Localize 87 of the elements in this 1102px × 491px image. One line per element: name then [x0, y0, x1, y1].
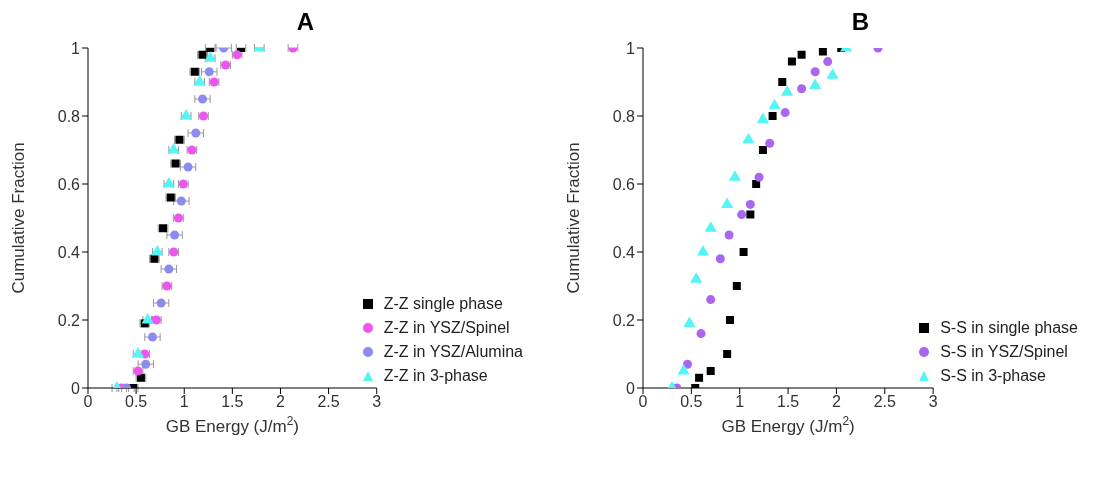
point: [739, 248, 748, 256]
y-tick-label: 0.2: [612, 311, 636, 329]
legend-label: S-S in 3-phase: [940, 367, 1046, 385]
legend-label: S-S in YSZ/Spinel: [940, 343, 1068, 361]
point: [721, 197, 734, 208]
legend-label: Z-Z in YSZ/Alumina: [383, 343, 523, 361]
y-axis-title: Cumulative Fraction: [9, 142, 29, 294]
y-tick-label: 0.6: [612, 175, 636, 193]
point: [726, 316, 735, 324]
y-tick-label: 0: [71, 379, 81, 397]
point: [141, 359, 151, 369]
point: [191, 128, 201, 138]
point: [742, 132, 755, 144]
x-tick-label: 0.5: [680, 393, 703, 411]
y-tick-label: 0.8: [612, 107, 636, 125]
point: [781, 85, 794, 96]
point: [170, 230, 180, 240]
x-tick-label: 0: [638, 393, 648, 411]
x-tick-label: 2: [276, 393, 286, 411]
point: [758, 146, 767, 154]
x-axis-title: GB Energy (J/m$^{2}$): [721, 414, 855, 436]
point: [745, 199, 755, 209]
y-tick-label: 1: [71, 39, 81, 57]
point: [683, 316, 696, 327]
y-tick-label: 0: [626, 379, 636, 397]
y-tick-label: 0.4: [57, 243, 81, 261]
point: [746, 210, 755, 219]
legend-label: S-S in single phase: [940, 319, 1078, 337]
chart-title: A: [295, 8, 316, 37]
y-tick-label: 1: [626, 39, 636, 57]
point: [682, 359, 692, 369]
x-axis-title: GB Energy (J/m$^{2}$): [165, 414, 299, 436]
point: [797, 84, 807, 94]
point: [198, 94, 208, 104]
x-tick-label: 1.5: [776, 393, 800, 411]
y-tick-label: 0.4: [612, 243, 636, 261]
x-tick-label: 0: [83, 393, 93, 411]
point: [823, 57, 833, 67]
point: [732, 282, 741, 290]
point: [780, 108, 790, 118]
point: [768, 98, 781, 110]
x-tick-label: 3: [372, 393, 382, 411]
point: [818, 48, 827, 56]
point: [723, 350, 732, 358]
point: [696, 244, 710, 256]
point: [787, 57, 796, 66]
point: [696, 329, 706, 339]
point: [706, 367, 715, 375]
chart-title: B: [850, 8, 871, 37]
y-tick-label: 0.6: [57, 175, 81, 193]
point: [768, 112, 777, 120]
x-tick-label: 0.5: [124, 393, 148, 411]
x-tick-label: 2.5: [317, 393, 340, 411]
point: [695, 373, 704, 382]
legend-label: Z-Z single phase: [383, 295, 503, 313]
point: [715, 254, 725, 264]
point: [809, 78, 822, 89]
x-tick-label: 1.5: [221, 393, 244, 411]
point: [704, 221, 717, 232]
x-tick-label: 2: [831, 393, 841, 411]
point: [183, 162, 193, 172]
legend-label: Z-Z in YSZ/Spinel: [383, 319, 510, 337]
point: [724, 230, 734, 240]
y-tick-label: 0.2: [57, 311, 81, 329]
x-tick-label: 2.5: [873, 393, 896, 411]
point: [778, 78, 787, 86]
y-tick-label: 0.8: [57, 107, 81, 125]
point: [147, 332, 157, 342]
point: [690, 272, 703, 283]
point: [752, 180, 761, 188]
point: [810, 67, 820, 77]
point: [677, 363, 690, 375]
point: [756, 112, 769, 123]
point: [164, 264, 174, 274]
point: [706, 295, 716, 305]
point: [728, 170, 741, 181]
point: [826, 68, 839, 79]
point: [797, 50, 806, 59]
point: [156, 298, 166, 308]
legend-label: Z-Z in 3-phase: [383, 367, 488, 385]
y-axis-title: Cumulative Fraction: [564, 142, 584, 294]
x-tick-label: 1: [735, 393, 745, 411]
point: [754, 172, 764, 182]
x-tick-label: 1: [179, 393, 189, 411]
x-tick-label: 3: [928, 393, 938, 411]
point: [765, 138, 775, 148]
point: [737, 210, 747, 220]
